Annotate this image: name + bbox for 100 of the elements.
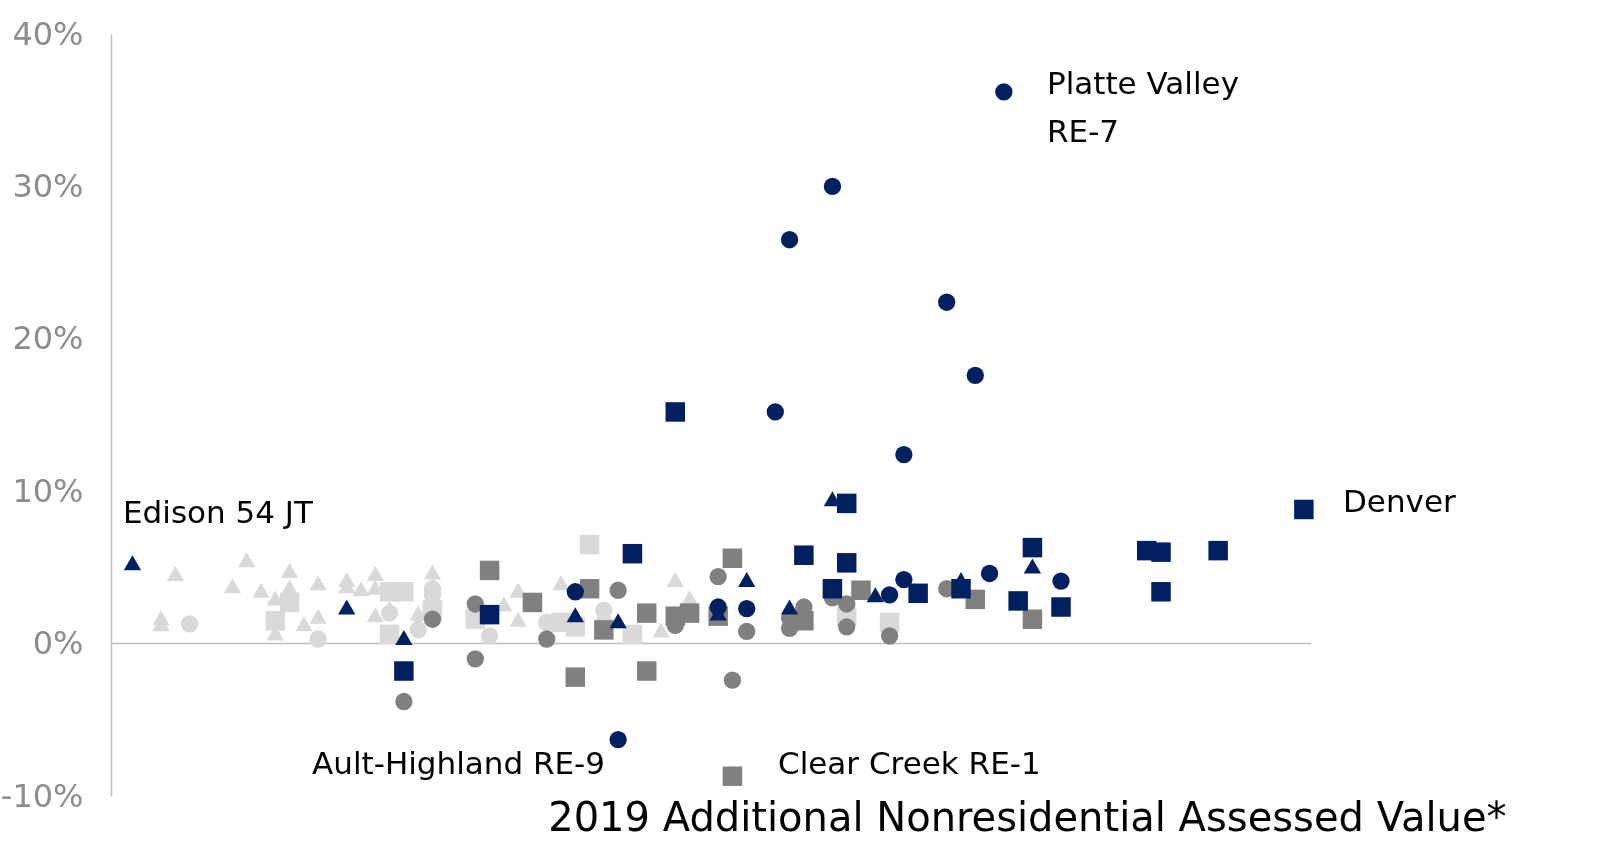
point [380,604,399,622]
point [280,562,299,578]
point [938,293,956,311]
point [880,586,899,604]
point [166,566,184,581]
point [309,608,327,624]
point [480,627,499,645]
point [794,545,814,565]
point [394,661,414,681]
point [895,445,913,464]
point [423,610,442,628]
point [409,621,427,639]
point [722,766,743,786]
point [679,603,700,623]
y-tick-label: 10% [12,471,84,510]
point [594,620,614,640]
point [609,581,627,599]
point [966,366,984,385]
point [652,622,670,638]
point [1051,597,1071,617]
point [395,630,413,645]
point [265,610,286,631]
point [423,564,442,580]
point [309,575,327,591]
point [1208,540,1228,561]
text: Denver [1343,483,1457,519]
point [723,671,742,689]
point [722,548,743,568]
point [666,572,684,588]
point [738,599,756,618]
annotation: Ault-Highland RE-9 [312,745,605,781]
point [538,630,556,648]
point [479,604,500,625]
point [636,603,657,623]
annotation: Platte Valley RE-7 [1047,65,1239,149]
point [823,177,842,196]
point [1008,591,1028,611]
annotation: Edison 54 JT [123,494,314,530]
y-tick-label: 0% [32,624,84,663]
point [1052,572,1070,590]
point [479,560,500,581]
point [895,570,913,589]
point [522,592,543,613]
point [622,543,643,564]
point [709,598,727,616]
point [622,624,643,645]
point [665,402,686,422]
point [552,575,570,591]
point [866,587,884,603]
point [1294,499,1314,520]
point [836,553,857,573]
point [609,613,627,629]
point [1022,537,1043,558]
point [951,578,971,599]
point [379,624,400,645]
point [851,580,871,601]
point [766,403,784,421]
point [295,616,313,632]
point [880,627,899,645]
point [123,555,142,571]
point [794,610,814,631]
point [366,607,384,623]
point [566,607,584,623]
point [636,661,657,681]
y-tick-label: -10% [0,776,84,815]
point [352,581,370,597]
point [566,583,584,601]
point [338,599,356,615]
point [995,83,1013,101]
point [980,564,999,583]
point [509,611,527,627]
point [466,595,484,613]
y-tick-label: 40% [12,14,84,53]
point [1151,542,1171,562]
point [838,618,856,636]
annotation: Clear Creek RE-1 [778,745,1041,781]
point [709,567,727,586]
point [379,582,400,602]
point [565,667,586,687]
point [609,730,627,749]
point [238,552,256,568]
point [822,578,843,599]
point [180,615,199,633]
point [838,595,856,613]
x-axis-title: 2019 Additional Nonresidential Assessed Value* [548,793,1507,840]
point [836,493,857,514]
point [366,566,384,581]
point [466,650,484,668]
point [395,692,413,711]
point [279,592,300,613]
point [908,583,928,604]
point [579,534,600,555]
y-tick-label: 20% [12,319,84,358]
point [738,572,756,588]
point [223,578,242,594]
point [1151,582,1171,602]
point [309,630,327,648]
y-tick-label: 30% [12,166,84,205]
point [1022,609,1043,629]
point [252,582,270,598]
